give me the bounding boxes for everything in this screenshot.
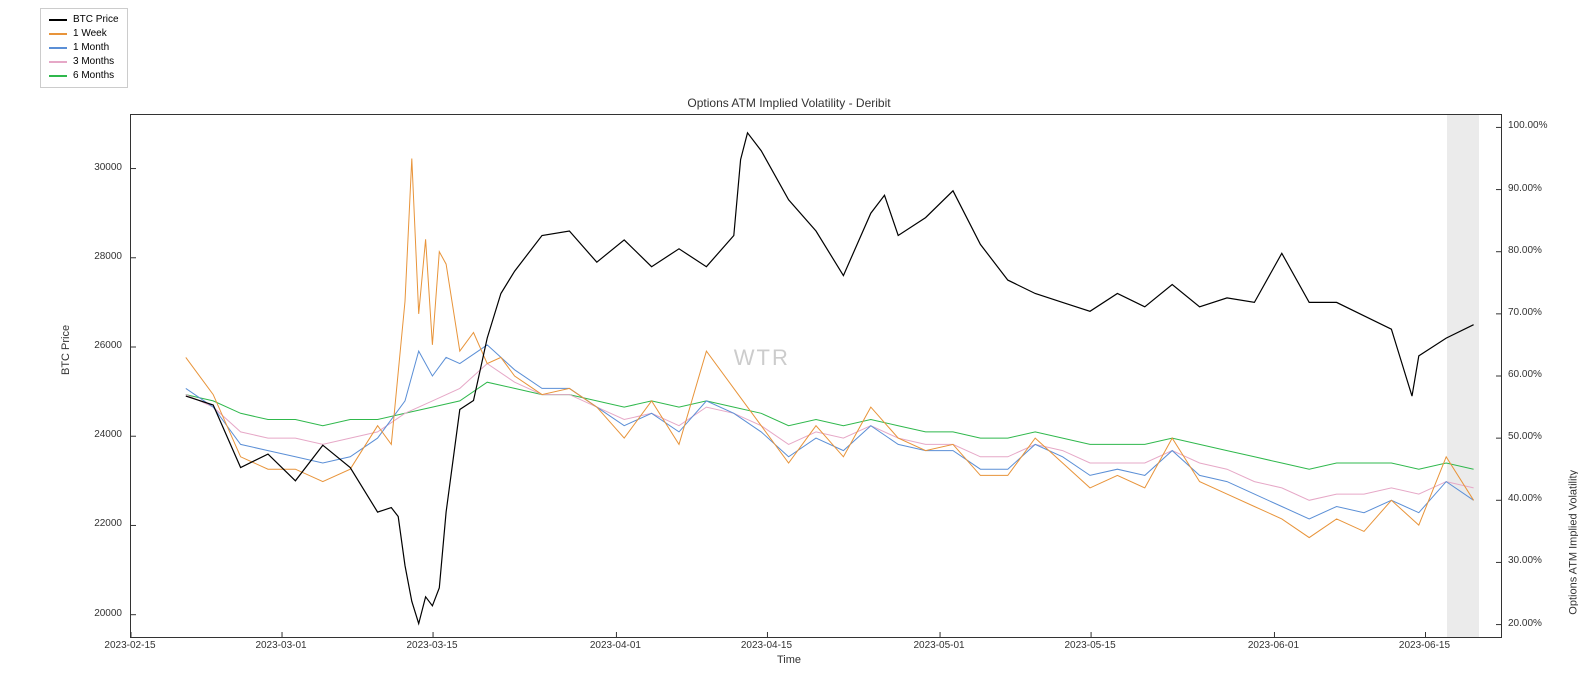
legend-item-1week: 1 Week bbox=[49, 27, 119, 41]
legend-swatch bbox=[49, 75, 67, 77]
x-tick: 2023-04-15 bbox=[726, 640, 806, 651]
y-right-tick: 30.00% bbox=[1508, 555, 1558, 566]
chart-title: Options ATM Implied Volatility - Deribit bbox=[0, 96, 1578, 110]
legend: BTC Price 1 Week 1 Month 3 Months 6 Mont… bbox=[40, 8, 128, 88]
y-right-tick: 60.00% bbox=[1508, 369, 1558, 380]
legend-item-1month: 1 Month bbox=[49, 41, 119, 55]
legend-swatch bbox=[49, 61, 67, 63]
y-right-tick: 90.00% bbox=[1508, 183, 1558, 194]
series-line bbox=[186, 159, 1474, 538]
x-tick: 2023-03-01 bbox=[241, 640, 321, 651]
x-tick: 2023-04-01 bbox=[575, 640, 655, 651]
legend-label: BTC Price bbox=[73, 13, 119, 27]
x-tick: 2023-06-01 bbox=[1233, 640, 1313, 651]
y-left-tick: 26000 bbox=[82, 340, 122, 351]
y-right-tick: 70.00% bbox=[1508, 307, 1558, 318]
legend-item-6months: 6 Months bbox=[49, 69, 119, 83]
y-right-axis-label: Options ATM Implied Volatility bbox=[1568, 470, 1578, 615]
y-right-tick: 100.00% bbox=[1508, 120, 1558, 131]
y-left-tick: 22000 bbox=[82, 518, 122, 529]
series-line bbox=[186, 345, 1474, 519]
y-left-tick: 24000 bbox=[82, 429, 122, 440]
legend-swatch bbox=[49, 33, 67, 35]
y-left-axis-label: BTC Price bbox=[60, 325, 72, 375]
y-left-tick: 20000 bbox=[82, 608, 122, 619]
legend-item-3months: 3 Months bbox=[49, 55, 119, 69]
legend-item-btc: BTC Price bbox=[49, 13, 119, 27]
series-line bbox=[186, 364, 1474, 501]
y-left-tick: 30000 bbox=[82, 162, 122, 173]
x-tick: 2023-05-15 bbox=[1050, 640, 1130, 651]
chart-lines bbox=[131, 115, 1501, 637]
x-tick: 2023-06-15 bbox=[1384, 640, 1464, 651]
x-tick: 2023-02-15 bbox=[90, 640, 170, 651]
plot-area: WTR bbox=[130, 114, 1502, 638]
x-axis-label: Time bbox=[0, 654, 1578, 666]
legend-label: 1 Week bbox=[73, 27, 107, 41]
x-tick: 2023-05-01 bbox=[899, 640, 979, 651]
series-line bbox=[186, 133, 1474, 624]
series-line bbox=[186, 382, 1474, 469]
legend-swatch bbox=[49, 47, 67, 49]
x-tick: 2023-03-15 bbox=[392, 640, 472, 651]
y-right-tick: 80.00% bbox=[1508, 245, 1558, 256]
legend-label: 1 Month bbox=[73, 41, 109, 55]
legend-swatch bbox=[49, 19, 67, 21]
y-left-tick: 28000 bbox=[82, 251, 122, 262]
legend-label: 3 Months bbox=[73, 55, 114, 69]
y-right-tick: 20.00% bbox=[1508, 618, 1558, 629]
legend-label: 6 Months bbox=[73, 69, 114, 83]
y-right-tick: 50.00% bbox=[1508, 431, 1558, 442]
y-right-tick: 40.00% bbox=[1508, 493, 1558, 504]
